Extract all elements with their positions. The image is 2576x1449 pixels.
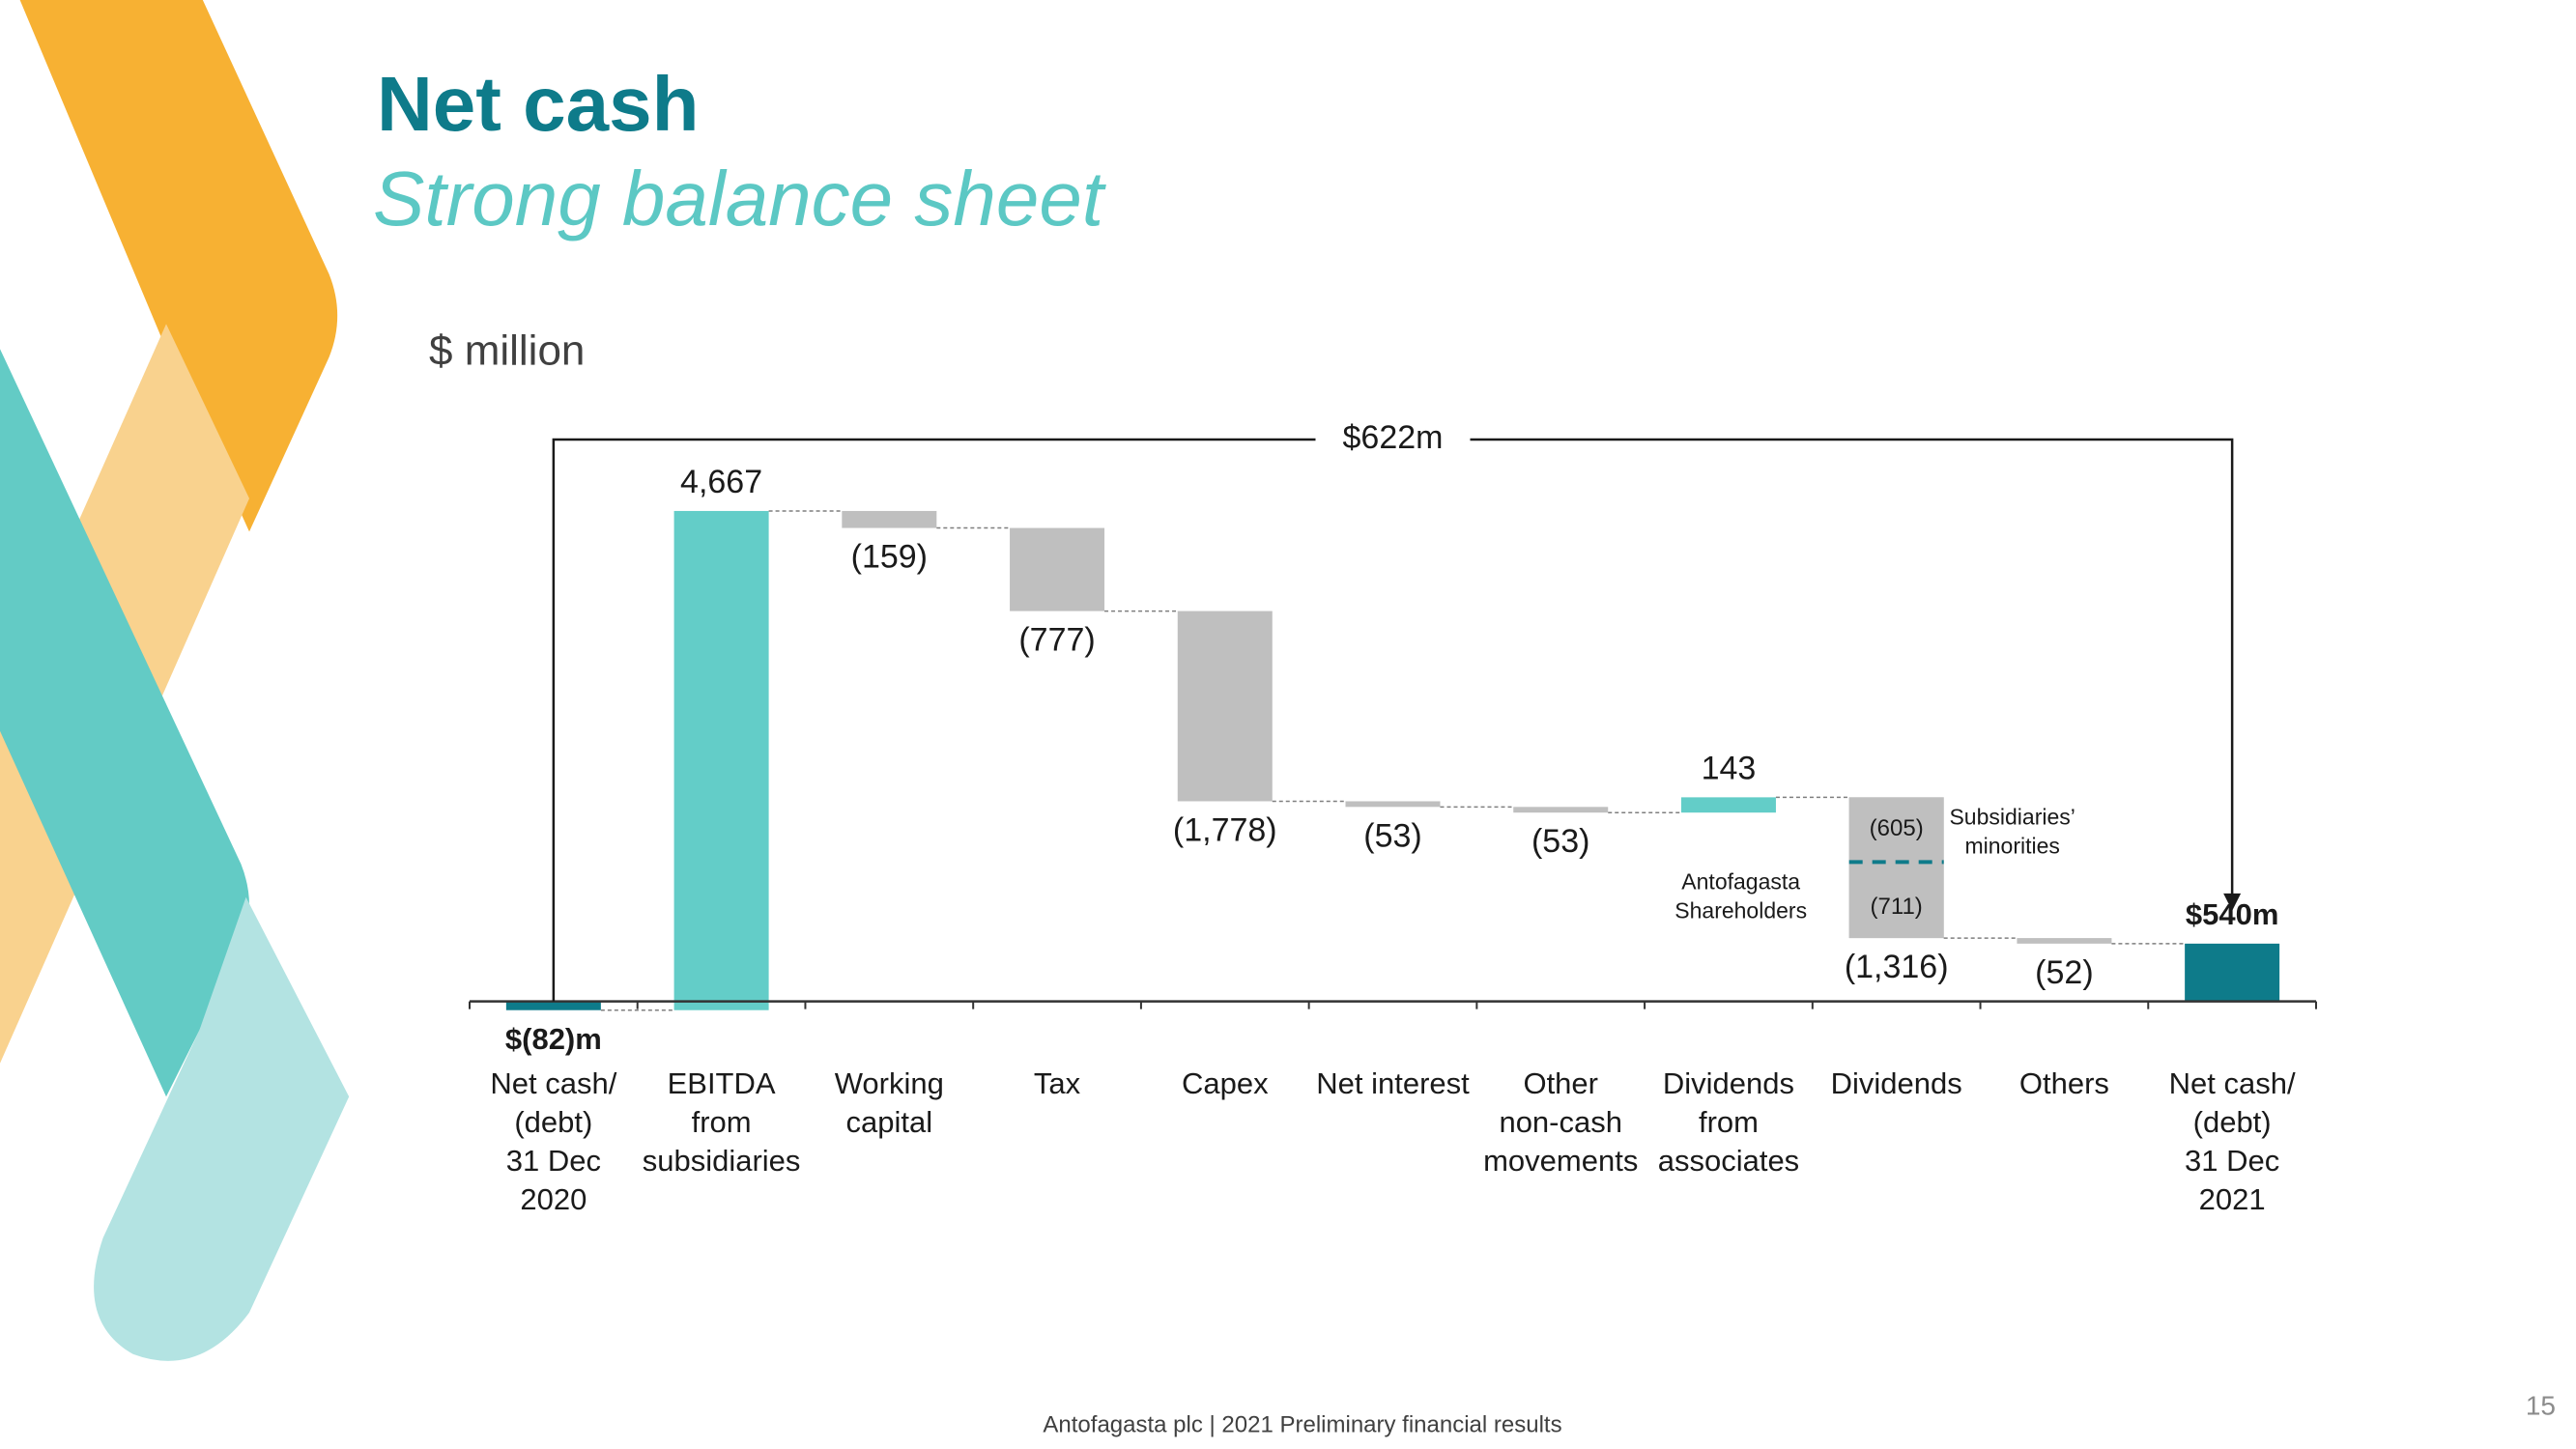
x-tick-label: 2020: [520, 1182, 587, 1216]
x-tick-label: from: [1699, 1105, 1759, 1139]
x-tick-label: capital: [846, 1105, 933, 1139]
x-tick-label: Dividends: [1831, 1066, 1962, 1100]
split-annotation: minorities: [1964, 833, 2059, 858]
bar: [842, 510, 937, 528]
value-label: $(82)m: [505, 1022, 602, 1056]
value-label: (1,778): [1173, 811, 1277, 848]
split-annotation: Antofagasta: [1681, 868, 1800, 894]
subtitle: Strong balance sheet: [373, 156, 1106, 242]
value-label: (159): [851, 539, 928, 576]
x-tick-label: non-cash: [1499, 1105, 1622, 1139]
value-label: (777): [1018, 622, 1095, 659]
bar: [2185, 943, 2280, 1002]
bar: [1345, 801, 1441, 808]
x-tick-label: associates: [1658, 1144, 1799, 1178]
split-annotation: Subsidiaries’: [1949, 804, 2075, 829]
x-tick-label: Dividends: [1663, 1066, 1794, 1100]
value-label: (1,316): [1845, 949, 1949, 985]
x-tick-label: Net interest: [1316, 1066, 1470, 1100]
decoration: [0, 0, 350, 1361]
x-tick-label: Net cash/: [2169, 1066, 2296, 1100]
split-annotation: Shareholders: [1674, 897, 1807, 923]
value-label: (53): [1531, 823, 1589, 860]
unit-label: $ million: [429, 327, 585, 375]
x-tick-label: 31 Dec: [506, 1144, 601, 1178]
x-tick-label: Working: [835, 1066, 944, 1100]
value-label: 143: [1702, 750, 1757, 786]
bar: [1010, 527, 1105, 611]
x-tick-label: (debt): [2193, 1105, 2272, 1139]
split-segment: [1848, 862, 1944, 939]
x-tick-label: movements: [1483, 1144, 1638, 1178]
title: Net cash: [377, 61, 699, 147]
bar: [673, 510, 769, 1010]
x-tick-label: Capex: [1182, 1066, 1269, 1100]
bar: [1513, 807, 1609, 813]
x-tick-label: 31 Dec: [2185, 1144, 2279, 1178]
split-label: (605): [1870, 815, 1924, 841]
split-label: (711): [1871, 894, 1923, 920]
bracket-label: $622m: [1343, 419, 1444, 456]
bar: [1177, 611, 1273, 802]
x-tick-label: from: [692, 1105, 752, 1139]
bracket-arrow: [2223, 893, 2242, 911]
x-tick-label: EBITDA: [668, 1066, 776, 1100]
value-label: (52): [2035, 954, 2093, 991]
value-label: (53): [1363, 817, 1421, 854]
bar: [1680, 797, 1776, 813]
x-tick-label: (debt): [514, 1105, 592, 1139]
bracket: [552, 438, 2234, 1002]
bar: [2017, 938, 2112, 944]
footer: Antofagasta plc | 2021 Preliminary finan…: [1043, 1411, 1561, 1437]
x-tick-label: Others: [2019, 1066, 2109, 1100]
bar: [505, 1001, 601, 1010]
x-tick-label: subsidiaries: [643, 1144, 801, 1178]
x-tick-label: Net cash/: [490, 1066, 616, 1100]
page-number: 15: [2526, 1390, 2556, 1420]
split-segment: [1848, 797, 1944, 863]
x-tick-label: Tax: [1034, 1066, 1081, 1100]
x-tick-label: Other: [1523, 1066, 1598, 1100]
x-tick-label: 2021: [2199, 1182, 2266, 1216]
value-label: 4,667: [680, 464, 762, 500]
